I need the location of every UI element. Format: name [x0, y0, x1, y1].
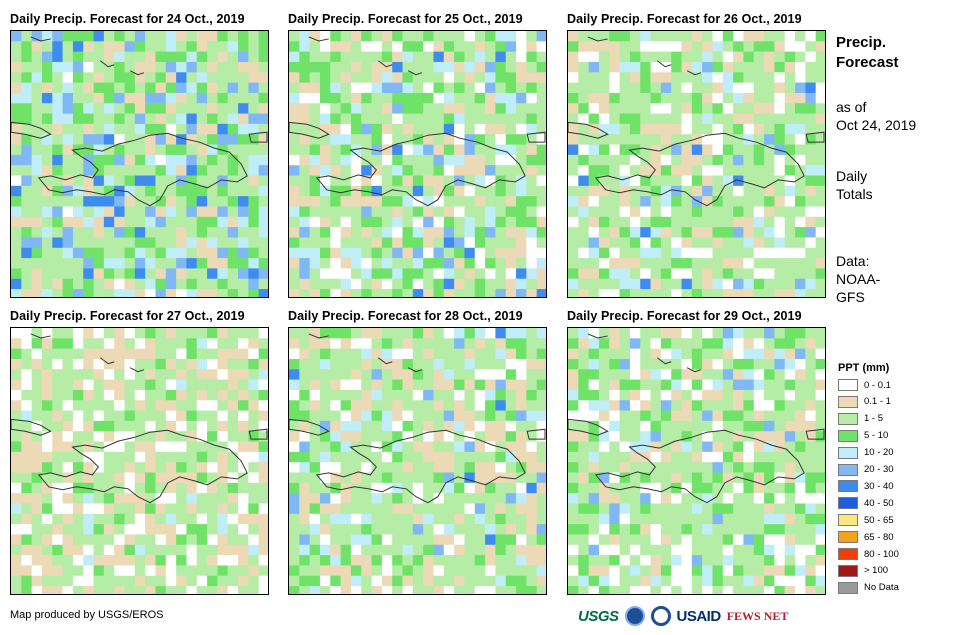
fews-net-logo: FEWS NET [726, 608, 789, 623]
coastline [289, 121, 330, 139]
legend-swatch [838, 395, 858, 408]
legend-swatch [838, 497, 858, 510]
legend-item: No Data [838, 581, 899, 595]
legend-label: 30 - 40 [864, 480, 894, 492]
coastline [587, 333, 702, 373]
legend-label: 0 - 0.1 [864, 379, 891, 391]
legend-item: 30 - 40 [838, 479, 894, 493]
coastline [594, 429, 805, 504]
forecast-map-3 [567, 30, 826, 298]
coastline [308, 333, 423, 373]
legend-item: > 100 [838, 564, 888, 578]
coastline [315, 429, 526, 504]
legend-label: 5 - 10 [864, 430, 889, 442]
forecast-map-5 [288, 327, 547, 595]
legend-item: 50 - 65 [838, 513, 894, 527]
legend-label: 10 - 20 [864, 447, 894, 459]
forecast-map-6 [567, 327, 826, 595]
coastline [248, 131, 268, 143]
panel-title-1: Daily Precip. Forecast for 24 Oct., 2019 [10, 12, 245, 26]
map-grid-4 [11, 328, 268, 594]
legend-item: 65 - 80 [838, 530, 894, 544]
legend-swatch [838, 446, 858, 459]
legend-item: 40 - 50 [838, 496, 894, 510]
legend-swatch [838, 412, 858, 425]
legend-item: 5 - 10 [838, 429, 888, 443]
legend-label: No Data [864, 582, 899, 594]
legend-swatch [838, 463, 858, 476]
legend-swatch [838, 531, 858, 544]
coastline [11, 418, 52, 436]
usgs-logo: USGS [578, 607, 619, 625]
coastline [37, 429, 248, 504]
panel-title-3: Daily Precip. Forecast for 26 Oct., 2019 [567, 12, 802, 26]
coastline [526, 428, 546, 440]
legend-item: 10 - 20 [838, 446, 894, 460]
legend-swatch [838, 514, 858, 527]
as-of-date: as of Oct 24, 2019 [836, 99, 917, 133]
legend-item: 1 - 5 [838, 412, 883, 426]
data-source: Data: NOAA- GFS [836, 253, 881, 305]
panel-title-6: Daily Precip. Forecast for 29 Oct., 2019 [567, 309, 802, 323]
panel-title-5: Daily Precip. Forecast for 28 Oct., 2019 [288, 309, 523, 323]
legend-label: 0.1 - 1 [864, 396, 891, 408]
map-credit: Map produced by USGS/EROS [10, 609, 164, 621]
coastline [289, 418, 330, 436]
legend-label: 40 - 50 [864, 497, 894, 509]
coastline [248, 428, 268, 440]
forecast-map-4 [10, 327, 269, 595]
panel-title-2: Daily Precip. Forecast for 25 Oct., 2019 [288, 12, 523, 26]
map-grid-3 [568, 31, 825, 297]
legend-label: 65 - 80 [864, 531, 894, 543]
legend-swatch [838, 379, 858, 391]
legend-label: 50 - 65 [864, 514, 894, 526]
forecast-map-1 [10, 30, 269, 298]
forecast-map-2 [288, 30, 547, 298]
coastline [568, 418, 609, 436]
legend-label: 1 - 5 [864, 413, 884, 425]
usaid-logo: USAID [676, 607, 722, 625]
legend-label: > 100 [864, 565, 889, 577]
legend-title: PPT (mm) [838, 362, 890, 374]
map-grid-6 [568, 328, 825, 594]
coastline [30, 333, 145, 373]
coastline [568, 121, 609, 139]
legend-label: 20 - 30 [864, 464, 894, 475]
panel-title-4: Daily Precip. Forecast for 27 Oct., 2019 [10, 309, 245, 323]
coastline [30, 36, 145, 76]
daily-totals-label: Daily Totals [836, 168, 873, 202]
coastline [11, 121, 52, 139]
coastline [37, 132, 248, 207]
legend-swatch [838, 548, 858, 560]
legend-swatch [838, 429, 858, 442]
legend-swatch [838, 564, 858, 577]
coastline [526, 131, 546, 143]
map-grid-2 [289, 31, 546, 297]
legend-item: 0 - 0.1 [838, 378, 891, 392]
map-title: Precip. Forecast [836, 34, 899, 71]
map-grid-5 [289, 328, 546, 594]
coastline [587, 36, 702, 76]
legend-item: 0.1 - 1 [838, 395, 891, 409]
legend-swatch [838, 581, 858, 594]
coastline [594, 132, 805, 207]
doi-seal-icon [650, 606, 671, 626]
map-grid-1 [11, 31, 268, 297]
agency-logos: USGS USAID FEWS NET [578, 603, 828, 629]
legend-item: 20 - 30 [838, 463, 894, 477]
legend-label: 80 - 100 [864, 548, 899, 560]
coastline [805, 131, 825, 143]
coastline [315, 132, 526, 207]
legend-swatch [838, 480, 858, 493]
legend-item: 80 - 100 [838, 547, 899, 561]
coastline [805, 428, 825, 440]
noaa-logo-icon [624, 606, 645, 626]
coastline [308, 36, 423, 76]
